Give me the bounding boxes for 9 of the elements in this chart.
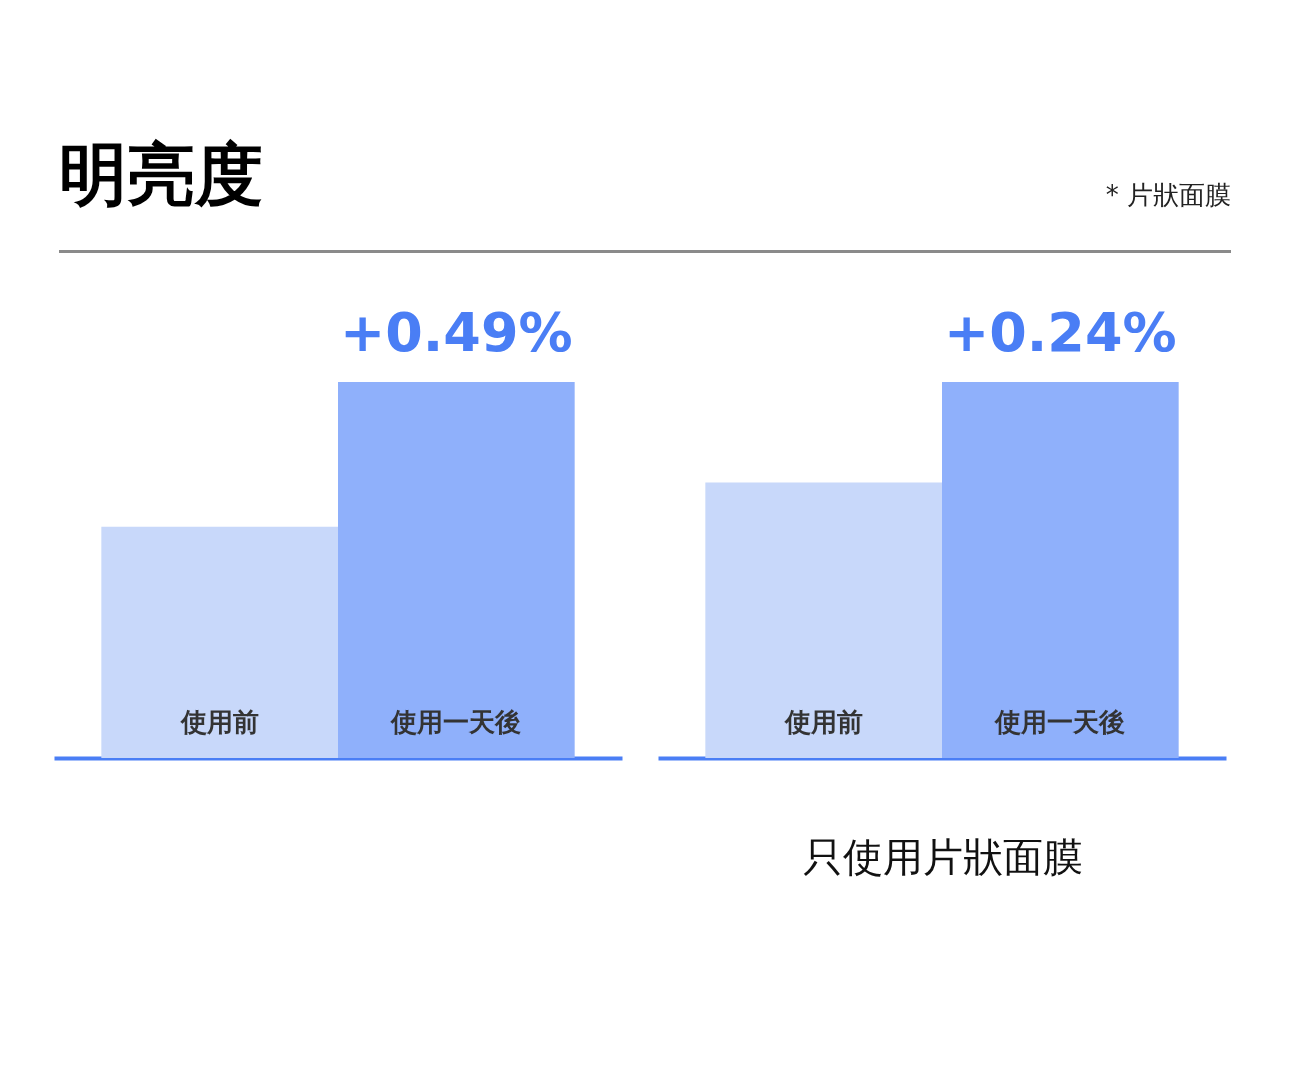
- x-tick-label: 使用一天後: [994, 707, 1126, 737]
- x-tick-label: 使用前: [179, 707, 259, 737]
- annotation: +0.24%: [944, 301, 1177, 364]
- chart-title: 明亮度: [59, 134, 263, 216]
- text: * 片狀面膜: [1105, 179, 1231, 212]
- x-tick-label: 使用前: [783, 707, 863, 737]
- x-axis-title: 只使用片狀面膜: [802, 833, 1083, 880]
- x-tick-label: 使用一天後: [390, 707, 522, 737]
- annotation: +0.49%: [340, 301, 573, 364]
